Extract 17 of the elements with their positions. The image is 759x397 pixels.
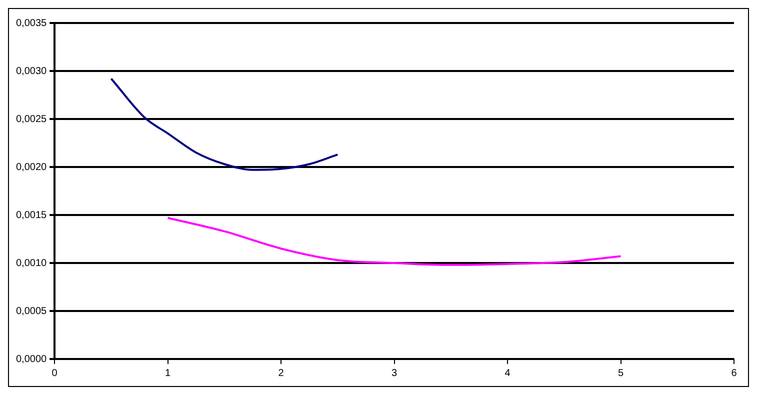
y-tick-label: 0,0025 bbox=[16, 114, 48, 125]
line-series bbox=[110, 78, 339, 171]
y-tick-label: 0,0000 bbox=[16, 354, 48, 365]
y-tick-label: 0,0005 bbox=[16, 306, 48, 317]
line-series bbox=[166, 216, 622, 266]
y-tick-label: 0,0035 bbox=[16, 18, 48, 29]
x-tick-label: 5 bbox=[618, 368, 624, 379]
y-tick-label: 0,0015 bbox=[16, 210, 48, 221]
x-tick-label: 2 bbox=[278, 368, 284, 379]
y-tick-label: 0,0020 bbox=[16, 162, 48, 173]
x-tick-label: 3 bbox=[392, 368, 398, 379]
y-tick-label: 0,0010 bbox=[16, 258, 48, 269]
x-tick-label: 4 bbox=[504, 368, 511, 379]
y-tick-label: 0,0030 bbox=[16, 66, 48, 77]
x-tick-label: 6 bbox=[731, 368, 738, 379]
x-tick-label: 1 bbox=[165, 368, 172, 379]
x-tick-label: 0 bbox=[52, 368, 58, 379]
